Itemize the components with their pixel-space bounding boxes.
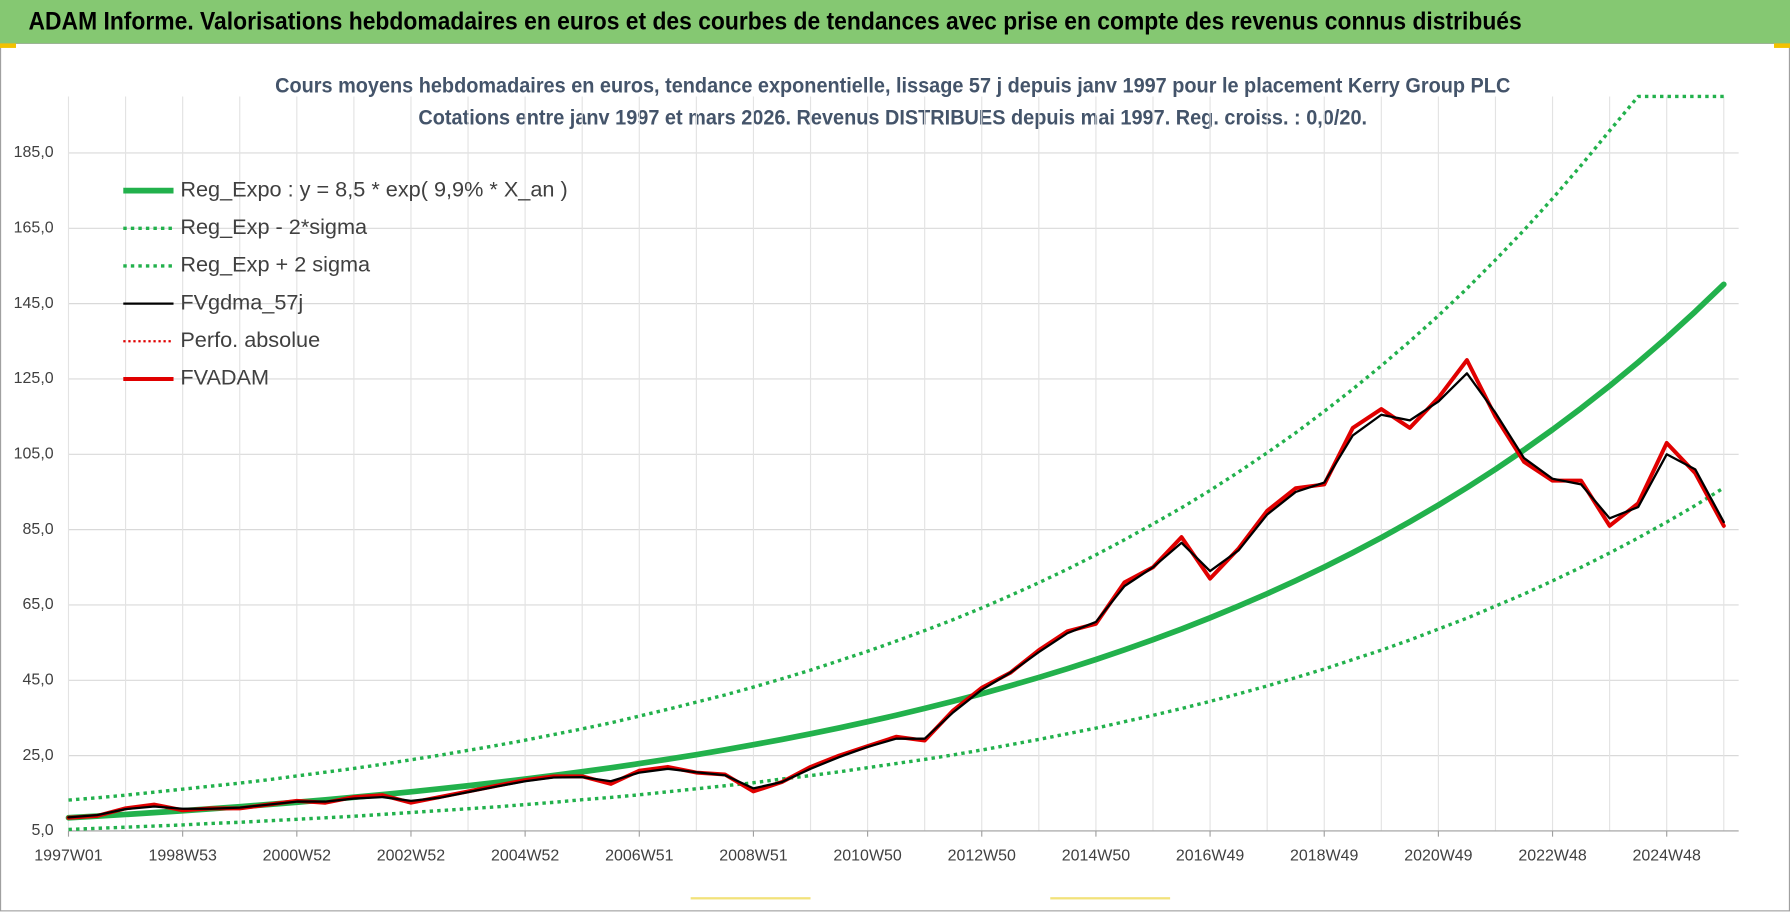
series-line	[68, 486, 1725, 832]
x-tick-label: 2008W51	[719, 847, 787, 864]
x-tick-label: 2024W48	[1633, 847, 1701, 864]
chart-subtitle: Cours moyens hebdomadaires en euros, ten…	[275, 72, 1511, 97]
legend-label: Reg_Exp + 2 sigma	[180, 252, 371, 277]
x-tick-label: 1997W01	[34, 847, 102, 864]
x-tick-label: 2016W49	[1176, 847, 1244, 864]
x-tick-label: 2000W52	[263, 847, 331, 864]
x-tick-label: 2022W48	[1518, 847, 1586, 864]
decoration	[1050, 897, 1171, 900]
x-tick-label: 2020W49	[1404, 847, 1472, 864]
x-tick-label: 2006W51	[605, 847, 673, 864]
y-tick-label: 105,0	[14, 446, 54, 463]
header-bar	[0, 0, 1790, 44]
series-line	[68, 94, 1724, 802]
corner-mark	[1774, 43, 1790, 48]
y-tick-label: 85,0	[23, 521, 54, 538]
legend-label: FVgdma_57j	[180, 289, 303, 314]
legend-label: Perfo. absolue	[180, 327, 320, 352]
x-tick-label: 2010W50	[833, 847, 901, 864]
chart-subtitle: Cotations entre janv 1997 et mars 2026. …	[418, 104, 1367, 129]
y-tick-label: 25,0	[23, 747, 54, 764]
x-tick-label: 1998W53	[148, 847, 216, 864]
plot-lines	[65, 94, 1727, 832]
y-tick-label: 45,0	[23, 672, 54, 689]
x-tick-label: 2018W49	[1290, 847, 1358, 864]
legend-label: Reg_Expo : y = 8,5 * exp( 9,9% * X_an )	[180, 176, 567, 201]
x-tick-label: 2012W50	[948, 847, 1016, 864]
y-tick-label: 65,0	[23, 596, 54, 613]
page-title: ADAM Informe. Valorisations hebdomadaire…	[29, 7, 1522, 35]
legend-label: Reg_Exp - 2*sigma	[180, 214, 368, 239]
x-tick-label: 2002W52	[377, 847, 445, 864]
chart-frame	[0, 42, 1790, 912]
y-tick-label: 185,0	[14, 144, 54, 161]
x-tick-label: 2014W50	[1062, 847, 1130, 864]
y-tick-label: 165,0	[14, 220, 54, 237]
legend-label: FVADAM	[180, 365, 269, 390]
y-tick-label: 5,0	[31, 822, 53, 839]
legend: Reg_Expo : y = 8,5 * exp( 9,9% * X_an ) R…	[123, 176, 568, 390]
corner-mark	[0, 43, 16, 48]
series-line	[67, 372, 1725, 819]
y-tick-label: 145,0	[14, 295, 54, 312]
decoration	[690, 897, 811, 900]
y-tick-label: 125,0	[14, 370, 54, 387]
x-tick-label: 2004W52	[491, 847, 559, 864]
